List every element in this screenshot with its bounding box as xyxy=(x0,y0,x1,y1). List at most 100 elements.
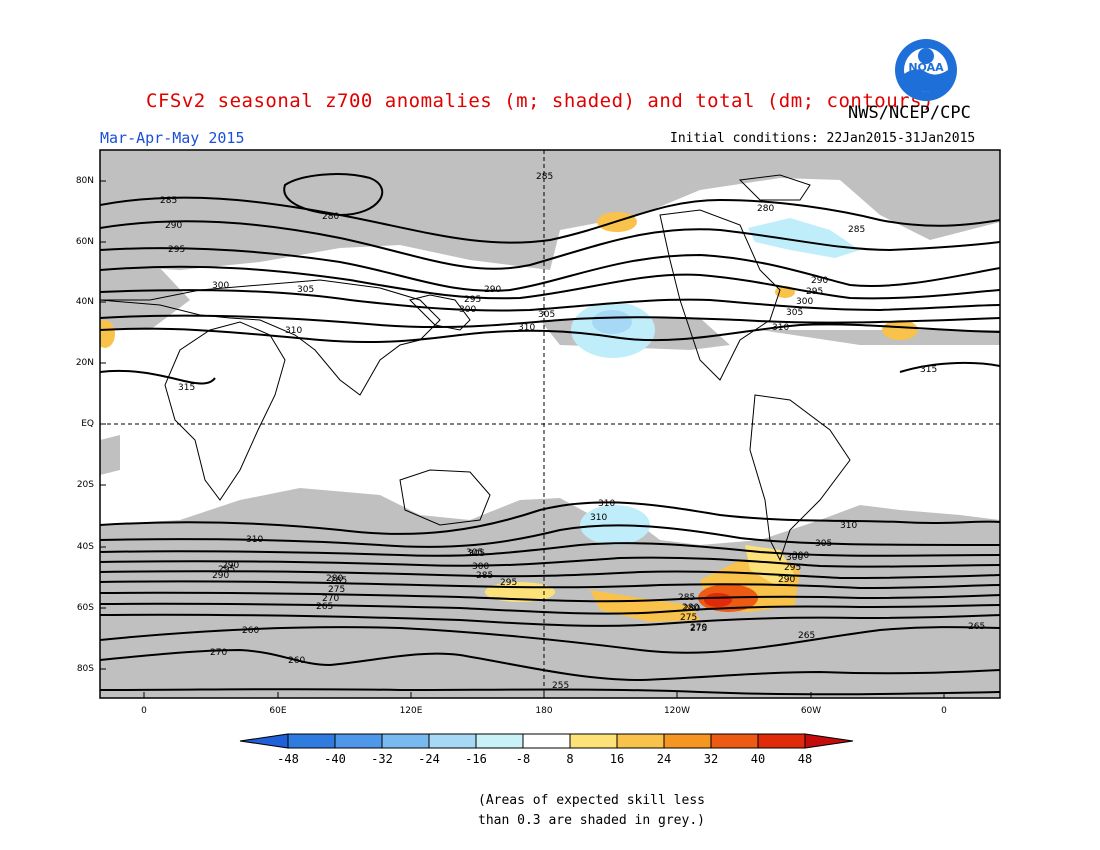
contour-label: 275 xyxy=(690,624,707,634)
colorbar-swatch xyxy=(616,733,665,749)
lat-label: 40S xyxy=(76,542,94,552)
contour-label: 270 xyxy=(322,594,339,604)
logo-text: NOAA xyxy=(908,61,944,74)
colorbar-arrow-left xyxy=(239,733,289,749)
lon-label: 120E xyxy=(399,706,423,716)
contour-label: 300 xyxy=(459,305,476,315)
contour-label: 260 xyxy=(288,656,305,666)
contour-label: 285 xyxy=(536,172,553,182)
contour-label: 280 xyxy=(757,204,774,214)
initial-conditions-label: Initial conditions: 22Jan2015-31Jan2015 xyxy=(670,131,976,146)
colorbar-swatch xyxy=(757,733,806,749)
coastlines xyxy=(100,174,851,562)
contour-label: 310 xyxy=(590,513,607,523)
colorbar-label: -32 xyxy=(371,752,393,766)
lat-label: 20S xyxy=(76,480,94,490)
contour-label: 300 xyxy=(796,297,813,307)
colorbar-label: 8 xyxy=(566,752,574,766)
contour-label: 270 xyxy=(210,648,227,658)
contour-label: 305 xyxy=(466,548,483,558)
skill-note-line2: than 0.3 are shaded in grey.) xyxy=(478,813,705,828)
lat-label: 40N xyxy=(75,297,94,307)
contour-value-labels: 285 280 290 295 300 305 310 315 285 290 … xyxy=(160,172,985,691)
contour-label: 305 xyxy=(786,308,803,318)
contour-label: 315 xyxy=(178,383,195,393)
contour-label: 290 xyxy=(778,575,795,585)
axis-ticks xyxy=(100,180,945,698)
colorbar-label: 24 xyxy=(656,752,672,766)
contour-label: 310 xyxy=(246,535,263,545)
colorbar-swatch xyxy=(287,733,336,749)
colorbar-swatch xyxy=(663,733,712,749)
colorbar-label: 48 xyxy=(797,752,813,766)
contour-label: 305 xyxy=(815,539,832,549)
colorbar-label: -16 xyxy=(465,752,487,766)
lon-label: 120W xyxy=(663,706,691,716)
contour-label: 295 xyxy=(464,295,481,305)
contour-label: 295 xyxy=(806,287,823,297)
lat-label: 80S xyxy=(76,664,94,674)
contour-label: 260 xyxy=(242,626,259,636)
contour-label: 280 xyxy=(683,604,700,614)
lat-label: 60S xyxy=(76,603,94,613)
lat-label: EQ xyxy=(81,419,94,429)
lat-label: 60N xyxy=(75,237,94,247)
lon-label: 60W xyxy=(800,706,822,716)
contour-label: 275 xyxy=(328,585,345,595)
contour-label: 290 xyxy=(165,221,182,231)
colorbar-label: 32 xyxy=(703,752,719,766)
contour-label: 270 xyxy=(690,623,707,633)
colorbar-swatch xyxy=(334,733,383,749)
colorbar-swatch xyxy=(569,733,618,749)
lon-label: 0 xyxy=(141,706,147,716)
contour-label: 310 xyxy=(598,499,615,509)
colorbar-label: -24 xyxy=(418,752,440,766)
chart-title: CFSv2 seasonal z700 anomalies (m; shaded… xyxy=(146,90,934,112)
lon-label: 180 xyxy=(535,706,553,716)
contour-label: 290 xyxy=(222,561,239,571)
agency-label: NWS/NCEP/CPC xyxy=(848,103,971,123)
season-label: Mar-Apr-May 2015 xyxy=(100,129,245,147)
lat-label: 80N xyxy=(75,176,94,186)
colorbar-label: 40 xyxy=(750,752,766,766)
contour-label: 255 xyxy=(552,681,569,691)
skill-note-line1: (Areas of expected skill less xyxy=(478,793,705,808)
contour-label: 285 xyxy=(160,196,177,206)
contour-label: 300 xyxy=(472,562,489,572)
contour-label: 295 xyxy=(218,565,235,575)
colorbar-swatch xyxy=(710,733,759,749)
lat-label: 20N xyxy=(75,358,94,368)
colorbar-label: 16 xyxy=(609,752,625,766)
contour-label: 305 xyxy=(297,285,314,295)
contour-label: 300 xyxy=(212,281,229,291)
contour-label: 265 xyxy=(798,631,815,641)
contour-label: 295 xyxy=(168,245,185,255)
noaa-logo: NOAA xyxy=(895,39,957,101)
colorbar-label: -40 xyxy=(324,752,346,766)
lon-label: 0 xyxy=(941,706,947,716)
contour-label: 265 xyxy=(316,602,333,612)
colorbar-label: -8 xyxy=(515,752,531,766)
contour-label: 305 xyxy=(468,549,485,559)
colorbar-swatch xyxy=(522,733,571,749)
contour-label: 295 xyxy=(500,578,517,588)
contour-label: 310 xyxy=(285,326,302,336)
contour-label: 280 xyxy=(682,603,699,613)
contour-label: 290 xyxy=(811,276,828,286)
contour-label: 300 xyxy=(792,551,809,561)
contour-label: 290 xyxy=(212,571,229,581)
contour-label: 280 xyxy=(326,574,343,584)
lon-label: 60E xyxy=(269,706,287,716)
colorbar-label: -48 xyxy=(277,752,299,766)
contour-label: 285 xyxy=(678,593,695,603)
contour-label: 300 xyxy=(786,553,803,563)
contour-label: 310 xyxy=(772,323,789,333)
contour-label: 285 xyxy=(476,571,493,581)
contour-label: 310 xyxy=(840,521,857,531)
colorbar-swatch xyxy=(428,733,477,749)
contour-label: 315 xyxy=(920,365,937,375)
contour-label: 285 xyxy=(330,576,347,586)
contour-label: 280 xyxy=(322,212,339,222)
